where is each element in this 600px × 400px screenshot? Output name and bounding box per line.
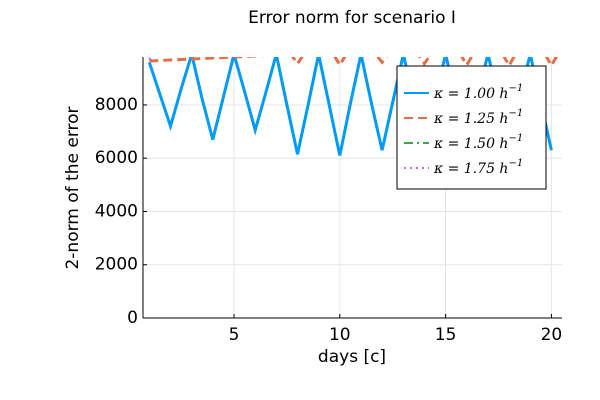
- legend-label-3: κ = 1.50 h−1: [433, 133, 523, 152]
- y-tick-label: 2000: [95, 255, 138, 275]
- series-line-2: [149, 57, 558, 69]
- legend-box: [396, 65, 547, 190]
- legend: κ = 1.00 h−1 κ = 1.25 h−1 κ = 1.50 h−1 κ = …: [396, 65, 547, 190]
- legend-label-1: κ = 1.00 h−1: [433, 83, 523, 102]
- y-tick-label: 8000: [95, 95, 138, 115]
- x-axis-label: days [c]: [318, 347, 386, 367]
- series-line-4: [148, 57, 153, 61]
- x-tick-label: 15: [435, 325, 457, 345]
- y-tick-label: 6000: [95, 148, 138, 168]
- y-tick-label: 0: [127, 308, 138, 328]
- chart-title: Error norm for scenario I: [248, 8, 456, 28]
- legend-label-4: κ = 1.75 h−1: [433, 158, 523, 177]
- y-axis-label: 2-norm of the error: [63, 106, 83, 269]
- y-tick-label: 4000: [95, 201, 138, 221]
- legend-label-2: κ = 1.25 h−1: [433, 108, 523, 127]
- x-tick-label: 10: [329, 325, 351, 345]
- axes: 5 10 15 20 0 2000 4000 6000 8000: [95, 57, 563, 345]
- x-tick-label: 5: [229, 325, 240, 345]
- x-tick-label: 20: [541, 325, 563, 345]
